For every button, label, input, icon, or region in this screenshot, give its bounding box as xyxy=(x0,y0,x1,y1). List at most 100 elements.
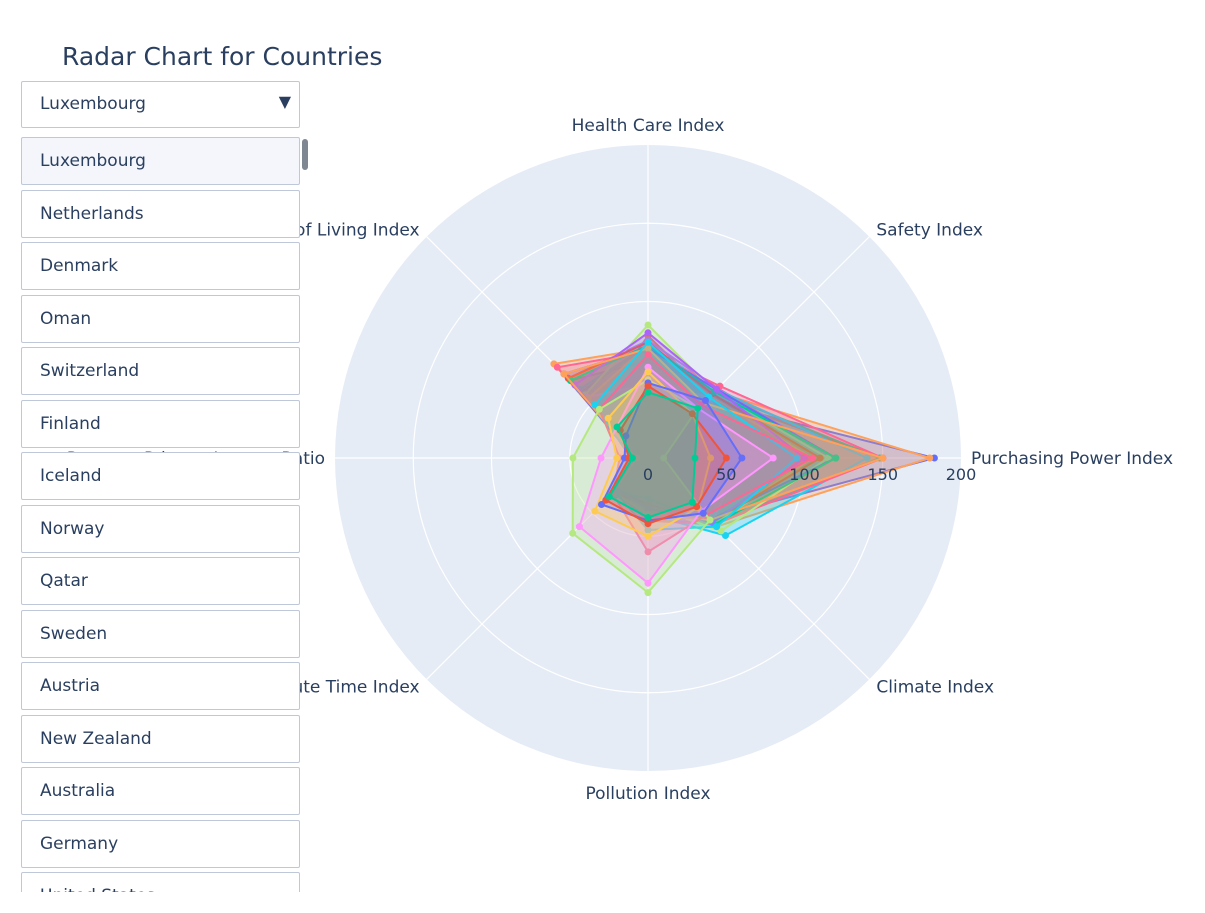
radial-tick-label: 150 xyxy=(867,465,898,484)
radar-point xyxy=(644,579,652,587)
radar-point xyxy=(688,498,696,506)
radar-point xyxy=(808,454,816,462)
radar-point xyxy=(660,454,668,462)
radar-point xyxy=(832,454,840,462)
radar-point xyxy=(622,432,630,440)
dropdown-option[interactable]: Germany xyxy=(21,819,300,868)
radar-point xyxy=(644,321,652,329)
radar-point xyxy=(644,589,652,597)
radar-point xyxy=(688,410,696,418)
country-dropdown[interactable]: Luxembourg ▼ xyxy=(21,81,300,128)
radar-point xyxy=(644,338,652,346)
dropdown-option[interactable]: Qatar xyxy=(21,557,300,605)
radar-point xyxy=(644,382,652,390)
dropdown-option-label: Norway xyxy=(40,518,105,539)
radar-point xyxy=(644,495,652,503)
radar-point xyxy=(575,523,583,531)
dropdown-option[interactable]: Australia xyxy=(21,767,300,815)
radar-point xyxy=(605,493,613,501)
radar-point xyxy=(591,507,599,515)
radar-point xyxy=(644,344,652,352)
dropdown-option-label: Oman xyxy=(40,308,92,329)
dropdown-option-label: Switzerland xyxy=(40,361,140,381)
dropdown-option[interactable]: Iceland xyxy=(21,452,300,500)
radar-point xyxy=(722,454,730,462)
radial-tick-label: 200 xyxy=(946,465,977,484)
category-axis-label: Purchasing Power Index xyxy=(971,449,1173,469)
radar-point xyxy=(613,423,621,431)
radar-point xyxy=(560,370,568,378)
radar-series xyxy=(591,368,715,540)
radar-point xyxy=(863,454,871,462)
dropdown-options-list[interactable]: Luxembourg Netherlands Denmark Oman Switzerl… xyxy=(21,137,311,892)
radial-tick-label: 100 xyxy=(789,465,820,484)
radar-point xyxy=(793,454,801,462)
chart-title: Radar Chart for Countries xyxy=(62,42,383,71)
category-axis-label: Climate Index xyxy=(876,677,994,697)
radar-point xyxy=(569,454,577,462)
radar-series xyxy=(575,363,777,587)
radar-point xyxy=(644,329,652,337)
radar-point xyxy=(879,454,887,462)
dropdown-option-label: Austria xyxy=(40,676,101,696)
radar-point xyxy=(707,454,715,462)
radar-point xyxy=(613,454,621,462)
radar-point xyxy=(604,414,612,422)
radar-point xyxy=(644,548,652,556)
dropdown-option[interactable]: Switzerland xyxy=(21,347,300,395)
dropdown-option[interactable]: Oman xyxy=(21,294,300,343)
radar-point xyxy=(706,516,714,524)
radar-point xyxy=(926,454,934,462)
dropdown-option[interactable]: United States xyxy=(21,872,300,892)
dropdown-option-label: Denmark xyxy=(40,256,119,276)
dropdown-option-label: Sweden xyxy=(40,623,108,644)
category-axis-label: Health Care Index xyxy=(572,116,725,136)
radar-point xyxy=(738,454,746,462)
radar-point xyxy=(769,454,777,462)
radar-point xyxy=(628,454,636,462)
radial-tick-label: 0 xyxy=(643,465,653,484)
dropdown-option[interactable]: Denmark xyxy=(21,242,300,290)
radar-point xyxy=(824,454,832,462)
dropdown-option-label: Qatar xyxy=(40,571,88,591)
radar-point xyxy=(644,532,652,540)
radar-point xyxy=(644,504,652,512)
radar-point xyxy=(595,405,603,413)
radar-point xyxy=(644,388,652,396)
dropdown-option-label: Finland xyxy=(40,413,101,434)
dropdown-option[interactable]: Sweden xyxy=(21,609,300,658)
radar-point xyxy=(553,363,561,371)
radar-series xyxy=(569,376,714,597)
radar-point xyxy=(717,527,725,535)
dropdown-option[interactable]: New Zealand xyxy=(21,714,300,763)
radar-point xyxy=(569,529,577,537)
dropdown-option-label: Luxembourg xyxy=(40,151,146,171)
angular-gridline xyxy=(426,236,649,459)
radar-point xyxy=(713,523,721,531)
radar-point xyxy=(801,454,808,462)
radar-point xyxy=(644,357,652,365)
dropdown-option-label: Germany xyxy=(40,833,119,854)
dropdown-selected-label: Luxembourg xyxy=(40,94,146,114)
dropdown-option[interactable]: Finland xyxy=(21,399,300,448)
radar-series xyxy=(595,351,816,556)
radar-point xyxy=(598,501,605,508)
radar-series-layer xyxy=(550,321,938,597)
category-axis-label: Safety Index xyxy=(876,221,983,241)
radar-point xyxy=(694,404,702,412)
dropdown-option[interactable]: Luxembourg xyxy=(21,137,300,185)
dropdown-scrollbar[interactable] xyxy=(302,139,308,170)
radar-point xyxy=(597,454,605,462)
category-axis-label: Pollution Index xyxy=(585,784,710,804)
radar-point xyxy=(702,397,709,404)
radar-point xyxy=(722,532,729,539)
radar-point xyxy=(816,454,824,462)
radar-point xyxy=(644,520,652,528)
radar-point xyxy=(691,454,699,462)
dropdown-option[interactable]: Austria xyxy=(21,662,300,710)
dropdown-option[interactable]: Norway xyxy=(21,504,300,553)
radar-point xyxy=(693,503,701,511)
dropdown-option-label: United States xyxy=(40,886,155,892)
dropdown-option[interactable]: Netherlands xyxy=(21,189,300,238)
